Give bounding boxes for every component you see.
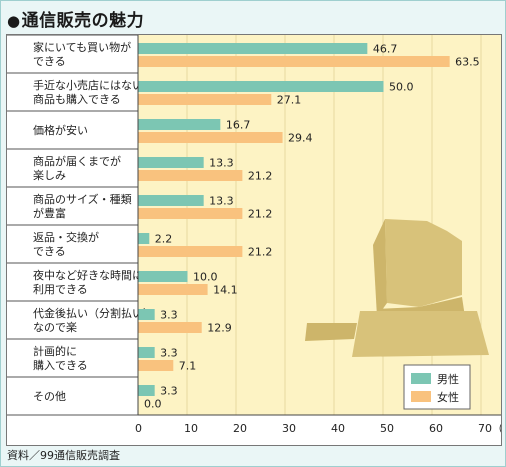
category-label: 家にいても買い物が	[33, 40, 131, 54]
value-label-female: 14.1	[213, 284, 238, 297]
value-label-female: 0.0	[144, 398, 162, 411]
value-label-male: 13.3	[209, 157, 234, 170]
x-tick-label: 40	[331, 422, 345, 435]
bar-female	[138, 360, 174, 371]
computer-monitor-deco	[385, 219, 462, 307]
bar-male	[138, 43, 368, 54]
category-label: 手近な小売店にはない	[33, 78, 143, 92]
legend-label-male: 男性	[437, 372, 459, 386]
bar-female	[138, 56, 450, 67]
bar-female	[138, 284, 208, 295]
chart-title-text: 通信販売の魅力	[21, 11, 145, 31]
category-label: なので楽	[33, 321, 77, 334]
value-label-male: 3.3	[160, 385, 178, 398]
x-tick-label: 70（%）	[478, 422, 501, 435]
value-label-female: 21.2	[248, 170, 273, 183]
value-label-female: 21.2	[248, 246, 273, 259]
value-label-female: 12.9	[207, 322, 232, 335]
value-label-male: 16.7	[226, 119, 251, 132]
x-tick-label: 60	[429, 422, 443, 435]
value-label-female: 7.1	[179, 360, 197, 373]
bar-male	[138, 119, 221, 130]
mouse-deco	[305, 323, 357, 341]
bar-male	[138, 233, 150, 244]
legend-swatch-male	[411, 373, 431, 384]
value-label-male: 10.0	[193, 271, 218, 284]
category-label: が豊富	[33, 206, 66, 220]
bullet-icon: ●	[7, 12, 21, 30]
value-label-female: 63.5	[455, 56, 480, 69]
category-label: 商品のサイズ・種類	[33, 192, 132, 206]
category-label: 商品も購入できる	[33, 92, 121, 106]
value-label-male: 2.2	[155, 233, 173, 246]
value-label-female: 27.1	[277, 94, 302, 107]
value-label-male: 50.0	[389, 81, 414, 94]
legend-swatch-female	[411, 391, 431, 402]
category-label: 返品・交換が	[33, 230, 99, 244]
computer-monitor-side-deco	[373, 219, 387, 317]
x-tick-label: 30	[282, 422, 296, 435]
category-label: 夜中など好きな時間に	[33, 268, 143, 282]
value-label-female: 29.4	[288, 132, 313, 145]
value-label-female: 21.2	[248, 208, 273, 221]
category-label: できる	[33, 245, 66, 258]
bar-female	[138, 94, 272, 105]
value-label-male: 13.3	[209, 195, 234, 208]
x-tick-label: 50	[380, 422, 394, 435]
bar-female	[138, 246, 243, 257]
source-note: 資料／99通信販売調査	[7, 449, 120, 462]
x-tick-label: 0	[135, 422, 142, 435]
legend-label-female: 女性	[437, 390, 459, 404]
chart-title: ●通信販売の魅力	[7, 6, 144, 31]
category-label: 計画的に	[33, 344, 77, 358]
x-tick-label: 10	[184, 422, 198, 435]
bar-male	[138, 81, 384, 92]
keyboard-deco	[352, 311, 489, 357]
category-label: できる	[33, 55, 66, 68]
bar-male	[138, 195, 204, 206]
bar-male	[138, 385, 155, 396]
chart-panel: 家にいても買い物が できる 手近な小売店にはない 商品も購入できる 価格が安い 商品が届く…	[6, 34, 502, 446]
x-tick-label: 20	[233, 422, 247, 435]
bar-male	[138, 271, 188, 282]
category-label: 購入できる	[33, 358, 88, 372]
bar-female	[138, 322, 202, 333]
category-label: 商品が届くまでが	[33, 154, 121, 168]
category-label: 楽しみ	[33, 169, 66, 182]
category-label: その他	[33, 390, 66, 403]
bar-female	[138, 170, 243, 181]
value-label-male: 3.3	[160, 347, 178, 360]
category-label: 代金後払い（分割払い）	[33, 306, 154, 320]
value-label-male: 46.7	[373, 43, 398, 56]
bar-male	[138, 157, 204, 168]
chart-svg: 家にいても買い物ができる手近な小売店にはない商品も購入できる価格が安い商品が届く…	[7, 35, 501, 435]
bar-female	[138, 132, 283, 143]
value-label-male: 3.3	[160, 309, 178, 322]
bar-female	[138, 208, 243, 219]
category-label: 価格が安い	[33, 123, 88, 137]
category-label: 利用できる	[33, 283, 88, 296]
bar-male	[138, 309, 155, 320]
bar-male	[138, 347, 155, 358]
